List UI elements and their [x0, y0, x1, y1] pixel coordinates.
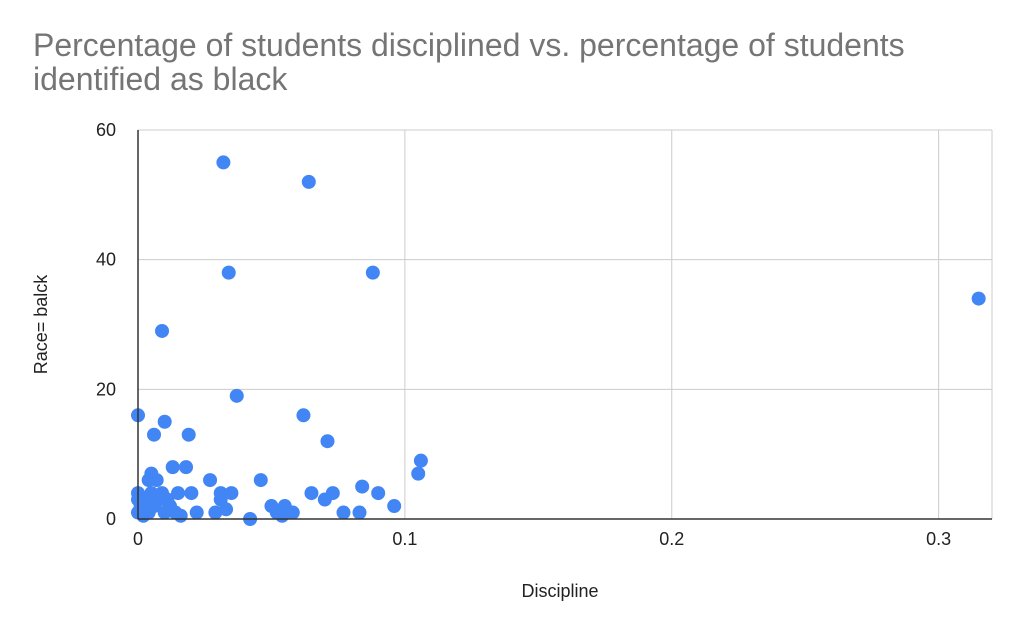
chart-title: Percentage of students disciplined vs. p…	[33, 27, 905, 97]
x-tick-label: 0.3	[926, 529, 951, 549]
y-tick-label: 20	[96, 379, 116, 399]
data-point	[181, 427, 196, 442]
y-tick-label: 60	[96, 120, 116, 140]
data-point	[304, 486, 319, 501]
data-point	[179, 460, 194, 475]
data-point	[189, 505, 204, 520]
data-point	[203, 473, 218, 488]
x-axis-title: Discipline	[521, 581, 598, 601]
y-tick-label: 40	[96, 250, 116, 270]
data-point	[336, 505, 351, 520]
data-point	[229, 388, 244, 403]
data-point	[184, 486, 199, 501]
y-axis-title: Race= balck	[31, 274, 51, 375]
data-point	[275, 508, 290, 523]
data-point	[253, 473, 268, 488]
x-tick-label: 0	[133, 529, 143, 549]
data-point	[296, 408, 311, 423]
data-point	[387, 499, 402, 514]
data-point	[155, 323, 170, 338]
data-point	[147, 427, 162, 442]
data-point	[171, 486, 186, 501]
data-point	[157, 414, 172, 429]
data-point	[221, 265, 236, 280]
data-point	[320, 434, 335, 449]
data-point	[165, 460, 180, 475]
data-point	[411, 466, 426, 481]
data-point	[971, 291, 986, 306]
data-point	[301, 174, 316, 189]
data-point	[365, 265, 380, 280]
data-point	[173, 508, 188, 523]
data-point	[352, 505, 367, 520]
data-point	[157, 505, 172, 520]
data-point	[285, 505, 300, 520]
data-point	[216, 155, 231, 170]
data-point	[208, 505, 223, 520]
data-point	[355, 479, 370, 494]
x-tick-label: 0.2	[659, 529, 684, 549]
x-tick-label: 0.1	[392, 529, 417, 549]
data-point	[317, 492, 332, 507]
data-point	[371, 486, 386, 501]
data-point	[224, 486, 239, 501]
data-point	[149, 473, 164, 488]
data-point	[219, 502, 234, 517]
data-point	[413, 453, 428, 468]
y-tick-label: 0	[106, 509, 116, 529]
